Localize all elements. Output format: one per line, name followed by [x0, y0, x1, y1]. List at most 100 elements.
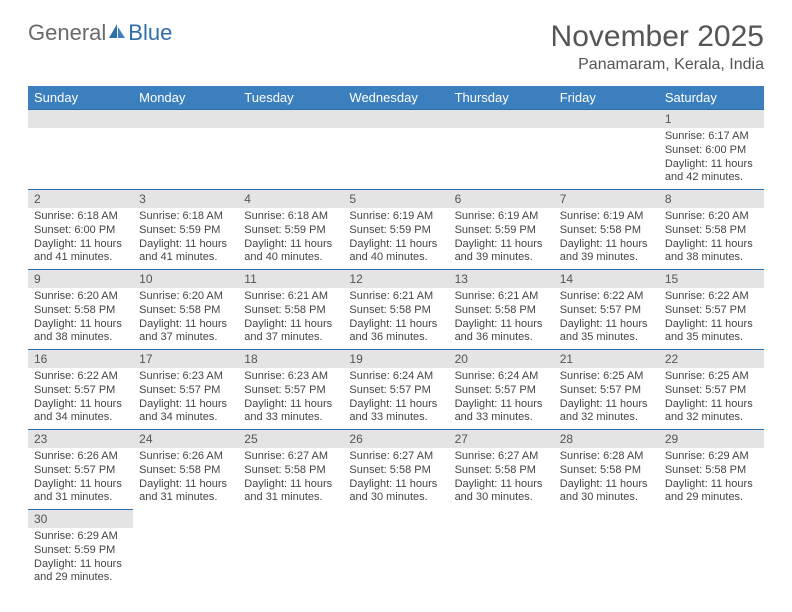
sunrise-text: Sunrise: 6:20 AM — [139, 290, 232, 304]
day-number: 15 — [659, 269, 764, 288]
sunrise-text: Sunrise: 6:19 AM — [349, 210, 442, 224]
location-label: Panamaram, Kerala, India — [551, 56, 764, 74]
day-number: 18 — [238, 349, 343, 368]
sunrise-text: Sunrise: 6:26 AM — [139, 450, 232, 464]
logo-text-blue: Blue — [128, 20, 172, 46]
day-data: Sunrise: 6:19 AMSunset: 5:59 PMDaylight:… — [449, 208, 554, 269]
day-data: Sunrise: 6:20 AMSunset: 5:58 PMDaylight:… — [133, 288, 238, 349]
week-data-row: Sunrise: 6:18 AMSunset: 6:00 PMDaylight:… — [28, 208, 764, 269]
daylight-text-2: and 37 minutes. — [139, 331, 232, 345]
daylight-text-1: Daylight: 11 hours — [244, 238, 337, 252]
day-number: 20 — [449, 349, 554, 368]
day-data: Sunrise: 6:26 AMSunset: 5:58 PMDaylight:… — [133, 448, 238, 509]
page-header: General Blue November 2025 Panamaram, Ke… — [28, 20, 764, 74]
day-header-tuesday: Tuesday — [238, 86, 343, 109]
daylight-text-1: Daylight: 11 hours — [560, 238, 653, 252]
day-data: Sunrise: 6:23 AMSunset: 5:57 PMDaylight:… — [238, 368, 343, 429]
sunset-text: Sunset: 5:59 PM — [349, 224, 442, 238]
week-num-row: 23242526272829 — [28, 429, 764, 448]
daylight-text-1: Daylight: 11 hours — [455, 398, 548, 412]
day-number: 11 — [238, 269, 343, 288]
sunset-text: Sunset: 5:57 PM — [244, 384, 337, 398]
daylight-text-1: Daylight: 11 hours — [139, 478, 232, 492]
sunrise-text: Sunrise: 6:25 AM — [560, 370, 653, 384]
daylight-text-1: Daylight: 11 hours — [665, 478, 758, 492]
day-data: Sunrise: 6:18 AMSunset: 6:00 PMDaylight:… — [28, 208, 133, 269]
daylight-text-2: and 40 minutes. — [349, 251, 442, 265]
week-data-row: Sunrise: 6:20 AMSunset: 5:58 PMDaylight:… — [28, 288, 764, 349]
day-number: 14 — [554, 269, 659, 288]
sunset-text: Sunset: 6:00 PM — [665, 144, 758, 158]
daylight-text-1: Daylight: 11 hours — [139, 238, 232, 252]
sunset-text: Sunset: 5:59 PM — [455, 224, 548, 238]
sunset-text: Sunset: 5:57 PM — [34, 384, 127, 398]
daylight-text-1: Daylight: 11 hours — [34, 238, 127, 252]
sunrise-text: Sunrise: 6:24 AM — [349, 370, 442, 384]
daylight-text-2: and 29 minutes. — [665, 491, 758, 505]
sunrise-text: Sunrise: 6:23 AM — [139, 370, 232, 384]
daylight-text-2: and 38 minutes. — [34, 331, 127, 345]
daylight-text-2: and 36 minutes. — [455, 331, 548, 345]
day-data: Sunrise: 6:20 AMSunset: 5:58 PMDaylight:… — [28, 288, 133, 349]
daylight-text-1: Daylight: 11 hours — [560, 318, 653, 332]
daylight-text-2: and 42 minutes. — [665, 171, 758, 185]
day-number: 27 — [449, 429, 554, 448]
sunrise-text: Sunrise: 6:17 AM — [665, 130, 758, 144]
calendar-table: SundayMondayTuesdayWednesdayThursdayFrid… — [28, 86, 764, 589]
sunset-text: Sunset: 5:58 PM — [455, 304, 548, 318]
day-data: Sunrise: 6:29 AMSunset: 5:59 PMDaylight:… — [28, 528, 133, 589]
sunrise-text: Sunrise: 6:20 AM — [665, 210, 758, 224]
daylight-text-2: and 39 minutes. — [560, 251, 653, 265]
daylight-text-2: and 30 minutes. — [349, 491, 442, 505]
sunset-text: Sunset: 5:58 PM — [665, 224, 758, 238]
sunrise-text: Sunrise: 6:21 AM — [244, 290, 337, 304]
daylight-text-1: Daylight: 11 hours — [455, 478, 548, 492]
daylight-text-1: Daylight: 11 hours — [455, 318, 548, 332]
daylight-text-2: and 37 minutes. — [244, 331, 337, 345]
day-data: Sunrise: 6:23 AMSunset: 5:57 PMDaylight:… — [133, 368, 238, 429]
sunset-text: Sunset: 5:57 PM — [349, 384, 442, 398]
sunrise-text: Sunrise: 6:24 AM — [455, 370, 548, 384]
sunrise-text: Sunrise: 6:27 AM — [349, 450, 442, 464]
day-data: Sunrise: 6:24 AMSunset: 5:57 PMDaylight:… — [449, 368, 554, 429]
day-header-saturday: Saturday — [659, 86, 764, 109]
daylight-text-1: Daylight: 11 hours — [244, 318, 337, 332]
week-data-row: Sunrise: 6:29 AMSunset: 5:59 PMDaylight:… — [28, 528, 764, 589]
sunrise-text: Sunrise: 6:18 AM — [244, 210, 337, 224]
daylight-text-1: Daylight: 11 hours — [560, 398, 653, 412]
week-num-row: 30 — [28, 509, 764, 528]
sunrise-text: Sunrise: 6:21 AM — [349, 290, 442, 304]
sunset-text: Sunset: 5:58 PM — [349, 464, 442, 478]
day-data: Sunrise: 6:28 AMSunset: 5:58 PMDaylight:… — [554, 448, 659, 509]
week-num-row: 9101112131415 — [28, 269, 764, 288]
sunrise-text: Sunrise: 6:21 AM — [455, 290, 548, 304]
day-number: 22 — [659, 349, 764, 368]
sunrise-text: Sunrise: 6:22 AM — [34, 370, 127, 384]
logo-text-general: General — [28, 20, 106, 46]
day-data: Sunrise: 6:21 AMSunset: 5:58 PMDaylight:… — [343, 288, 448, 349]
sunset-text: Sunset: 5:58 PM — [34, 304, 127, 318]
sunset-text: Sunset: 5:59 PM — [34, 544, 127, 558]
day-data: Sunrise: 6:18 AMSunset: 5:59 PMDaylight:… — [133, 208, 238, 269]
daylight-text-2: and 33 minutes. — [455, 411, 548, 425]
sunset-text: Sunset: 5:59 PM — [244, 224, 337, 238]
day-number: 8 — [659, 189, 764, 208]
sunset-text: Sunset: 5:58 PM — [560, 464, 653, 478]
sunset-text: Sunset: 6:00 PM — [34, 224, 127, 238]
daylight-text-2: and 33 minutes. — [349, 411, 442, 425]
day-data: Sunrise: 6:27 AMSunset: 5:58 PMDaylight:… — [449, 448, 554, 509]
daylight-text-1: Daylight: 11 hours — [455, 238, 548, 252]
daylight-text-1: Daylight: 11 hours — [139, 398, 232, 412]
day-number: 26 — [343, 429, 448, 448]
day-data: Sunrise: 6:29 AMSunset: 5:58 PMDaylight:… — [659, 448, 764, 509]
sunrise-text: Sunrise: 6:27 AM — [244, 450, 337, 464]
day-number: 23 — [28, 429, 133, 448]
sunrise-text: Sunrise: 6:22 AM — [665, 290, 758, 304]
day-number: 4 — [238, 189, 343, 208]
week-data-row: Sunrise: 6:22 AMSunset: 5:57 PMDaylight:… — [28, 368, 764, 429]
day-number: 3 — [133, 189, 238, 208]
day-header-thursday: Thursday — [449, 86, 554, 109]
sunrise-text: Sunrise: 6:23 AM — [244, 370, 337, 384]
week-data-row: Sunrise: 6:26 AMSunset: 5:57 PMDaylight:… — [28, 448, 764, 509]
sunrise-text: Sunrise: 6:18 AM — [139, 210, 232, 224]
